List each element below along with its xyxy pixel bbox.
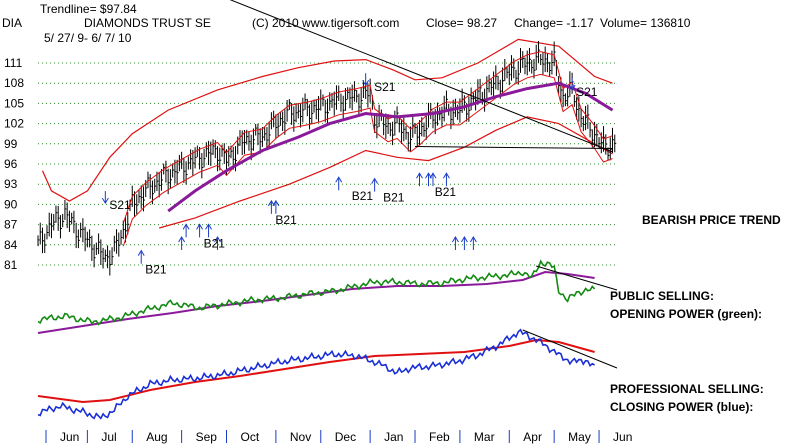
month-label: Sep — [196, 430, 218, 444]
signal-label: S21 — [374, 80, 396, 94]
symbol-label: DIA — [2, 16, 22, 30]
y-tick-label: 111 — [4, 56, 23, 70]
month-label: Feb — [429, 430, 450, 444]
month-axis: Jun Jul Aug Sep Oct Nov Dec Jan Feb Mar Apr May Jun — [45, 430, 632, 444]
security-name: DIAMONDS TRUST SE — [84, 16, 211, 30]
signal-label: S21 — [576, 85, 598, 99]
sell-arrow-head — [101, 197, 109, 205]
bearish-trend-note: BEARISH PRICE TREND — [642, 213, 781, 227]
opening-power-ma-line — [37, 270, 595, 334]
month-label: Jul — [101, 430, 116, 444]
y-tick-label: 105 — [4, 96, 24, 110]
y-tick-label: 81 — [4, 258, 18, 272]
buy-arrow-head — [205, 223, 212, 230]
inner-upper-band-line — [122, 51, 613, 224]
down-trendline — [229, 0, 613, 153]
buy-arrow-head — [335, 176, 343, 183]
signal-label: B21 — [275, 213, 297, 227]
closing-power-ma-line — [37, 338, 595, 404]
trendline-value: Trendline= $97.84 — [40, 2, 137, 16]
buy-arrow-head — [214, 236, 221, 243]
closing-power-line — [37, 328, 595, 420]
month-label: May — [568, 430, 591, 444]
buy-arrow-head — [460, 236, 468, 243]
public-selling-note: PUBLIC SELLING: — [610, 289, 714, 303]
signal-label: B21 — [435, 185, 457, 199]
closing-power-trendline — [522, 329, 618, 369]
y-tick-label: 96 — [4, 157, 18, 171]
inner-lower-band-line — [122, 73, 613, 247]
buy-arrow-head — [451, 236, 459, 243]
buy-arrow-head — [196, 223, 204, 230]
volume-value: Volume= 136810 — [600, 16, 691, 30]
signal-label: B21 — [352, 189, 374, 203]
opening-power-note: OPENING POWER (green): — [610, 307, 762, 321]
buy-arrow-head — [137, 249, 145, 256]
upper-band-line — [41, 38, 613, 202]
y-tick-label: 90 — [4, 197, 18, 211]
buy-arrow-head — [272, 199, 280, 207]
month-label: Jun — [60, 430, 79, 444]
y-tick-label: 99 — [4, 137, 18, 151]
buy-arrow-head — [469, 236, 477, 243]
signal-label: B21 — [145, 263, 167, 277]
month-label: Jan — [384, 430, 403, 444]
moving-average-line — [167, 81, 614, 213]
signal-label: B21 — [383, 191, 405, 205]
support-line — [415, 145, 613, 150]
copyright: (C) 2010 www.tigersoft.com — [252, 16, 399, 30]
price-gridlines — [38, 62, 617, 266]
buy-arrow-head — [443, 172, 450, 179]
buy-arrow-head — [429, 172, 437, 179]
price-axis-labels: 111 108 105 102 99 96 93 90 87 84 81 — [4, 56, 24, 272]
y-tick-label: 84 — [4, 238, 18, 252]
price-panel: S21 B21 B21 B21 B21 B21 S21 B21 S21 — [37, 0, 617, 277]
signal-label: S21 — [109, 198, 131, 212]
month-label: Jun — [613, 430, 632, 444]
month-label: Mar — [474, 430, 495, 444]
opening-power-trendline — [536, 265, 618, 291]
buy-arrow-head — [416, 172, 423, 179]
month-label: Dec — [335, 430, 356, 444]
month-label: Oct — [241, 430, 260, 444]
closing-power-note: CLOSING POWER (blue): — [610, 400, 753, 414]
close-price: Close= 98.27 — [426, 16, 497, 30]
signal-label: B21 — [204, 236, 226, 250]
y-tick-label: 93 — [4, 177, 18, 191]
month-label: Aug — [146, 430, 167, 444]
date-range: 5/ 27/ 9- 6/ 7/ 10 — [44, 31, 132, 45]
change-value: Change= -1.17 — [514, 16, 594, 30]
power-panel — [37, 259, 618, 420]
sell-arrow-head — [568, 84, 576, 91]
sell-arrow-head — [362, 79, 370, 87]
y-tick-label: 102 — [4, 117, 24, 131]
y-tick-label: 108 — [4, 76, 24, 90]
buy-arrow-head — [178, 236, 186, 243]
professional-selling-note: PROFESSIONAL SELLING: — [610, 382, 764, 396]
y-tick-label: 87 — [4, 218, 18, 232]
opening-power-line — [37, 259, 596, 326]
lower-band-line — [159, 116, 613, 229]
month-label: Nov — [290, 430, 311, 444]
buy-arrow-head — [182, 223, 190, 230]
month-label: Apr — [523, 430, 542, 444]
buy-arrow-head — [371, 177, 379, 184]
